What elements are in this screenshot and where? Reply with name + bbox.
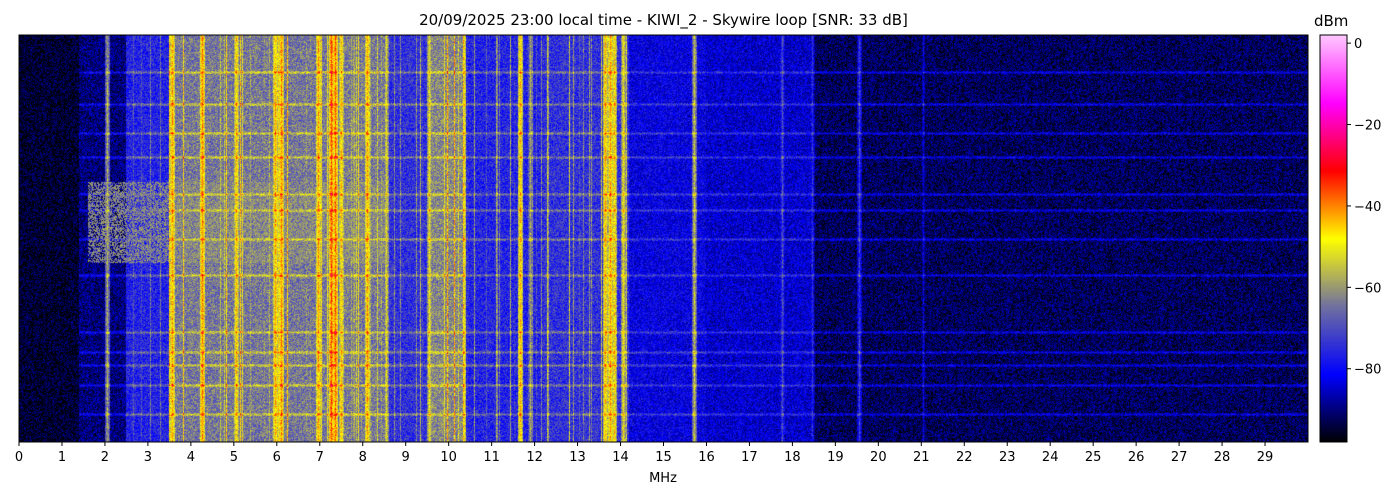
x-tick-label: 13 [569,450,586,465]
colorbar-tick-label: −40 [1354,200,1381,215]
x-tick-label: 12 [526,450,543,465]
x-tick-label: 2 [101,450,109,465]
colorbar-ticks: 0 −20 −40 −60 −80 [1347,37,1381,378]
x-tick-label: 23 [999,450,1016,465]
x-tick-label: 8 [359,450,367,465]
x-tick-label: 4 [187,450,195,465]
colorbar-tick-label: −60 [1354,281,1381,296]
x-tick-label: 24 [1042,450,1059,465]
x-tick-label: 22 [956,450,973,465]
x-tick-label: 25 [1085,450,1102,465]
x-tick-label: 27 [1171,450,1188,465]
chart-title: 20/09/2025 23:00 local time - KIWI_2 - S… [419,11,908,29]
colorbar [1320,35,1347,442]
waterfall-heatmap [19,35,1308,442]
x-tick-label: 1 [58,450,66,465]
colorbar-tick-label: 0 [1354,37,1362,52]
x-tick-label: 9 [402,450,410,465]
x-tick-label: 17 [741,450,758,465]
x-tick-label: 21 [913,450,930,465]
colorbar-tick-label: −20 [1354,119,1381,134]
colorbar-tick-label: −80 [1354,363,1381,378]
x-tick-label: 14 [612,450,629,465]
x-tick-label: 29 [1257,450,1274,465]
x-tick-label: 18 [784,450,801,465]
x-tick-label: 16 [698,450,715,465]
x-tick-label: 19 [827,450,844,465]
x-tick-label: 10 [440,450,457,465]
x-tick-label: 3 [144,450,152,465]
x-tick-label: 15 [655,450,672,465]
colorbar-unit-label: dBm [1314,12,1349,30]
x-tick-label: 20 [870,450,887,465]
x-tick-label: 0 [15,450,23,465]
x-tick-label: 28 [1214,450,1231,465]
x-tick-label: 6 [273,450,281,465]
x-axis-label: MHz [649,471,677,486]
x-tick-label: 26 [1128,450,1145,465]
x-tick-label: 5 [230,450,238,465]
x-tick-label: 7 [316,450,324,465]
x-axis-ticks: 0 1 2 3 4 5 6 7 8 9 10 11 12 13 14 15 16 17 18 19 20 21 22 23 24… [15,442,1273,465]
x-tick-label: 11 [483,450,500,465]
